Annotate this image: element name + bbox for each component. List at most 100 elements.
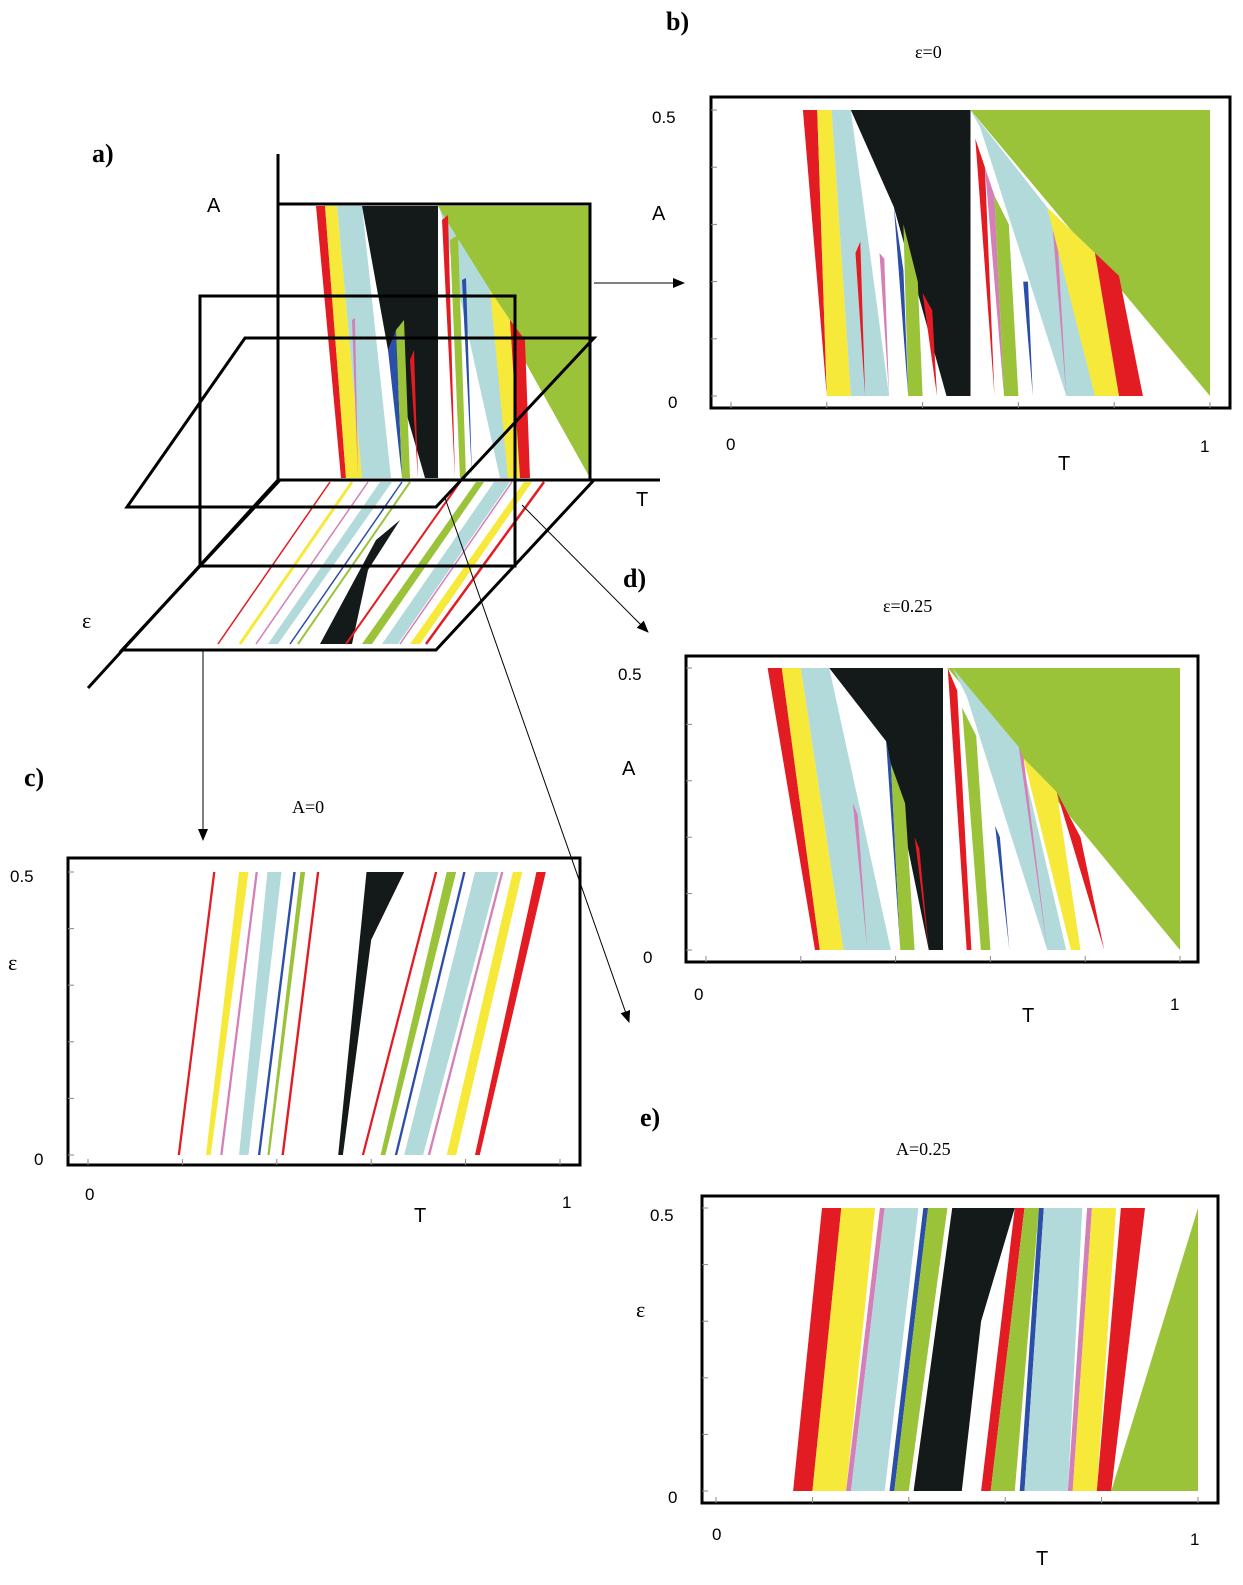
y-axis-label: A	[622, 758, 636, 780]
x-axis-label: T	[1058, 453, 1070, 475]
region-red	[802, 110, 827, 396]
tick-marks	[702, 1207, 1199, 1503]
region-blue	[886, 741, 901, 950]
region-blue	[394, 872, 466, 1155]
region-yellow	[817, 110, 851, 396]
region-blue	[1023, 281, 1033, 396]
arrow-to-panel-d	[521, 504, 649, 633]
overview-lightblue-region	[382, 482, 510, 644]
region-blue	[995, 825, 1010, 950]
region-red	[981, 1208, 1025, 1491]
x-tick-label: 0	[694, 985, 703, 1004]
region-green	[894, 1208, 948, 1491]
tick-marks	[68, 871, 561, 1165]
overview-lightblue-region	[440, 210, 520, 478]
overview-red-line	[345, 481, 461, 645]
region-red	[177, 872, 216, 1155]
region-red	[793, 1208, 842, 1491]
chart-panel-c: c) A=0 0 0.5 0 1 ε T	[8, 763, 582, 1227]
x-tick-label: 0	[726, 435, 735, 454]
plot-frame	[66, 856, 582, 1167]
region-lightblue	[1024, 1208, 1083, 1491]
region-blue	[893, 207, 909, 396]
chart-panel-b: b) ε=0 0 0.5 0 1 A T	[652, 7, 1232, 475]
overview-yellow-line	[238, 481, 354, 645]
region-yellow	[446, 872, 523, 1155]
region-green	[962, 707, 991, 950]
plot-area	[177, 872, 546, 1155]
overview-yellow-region	[410, 482, 532, 644]
x-tick-label: 1	[1190, 1530, 1199, 1549]
panel-a-overview: a) A T ε	[82, 139, 660, 690]
region-red	[975, 138, 995, 396]
region-lightblue	[851, 1208, 919, 1491]
axis-eps-label: ε	[82, 608, 91, 633]
overview-pink-line	[255, 481, 369, 645]
x-tick-label: 1	[1170, 995, 1179, 1014]
region-black	[338, 872, 405, 1155]
region-yellow	[206, 872, 249, 1155]
panel-a-label: a)	[92, 139, 114, 168]
region-pink	[1018, 747, 1048, 950]
region-red	[361, 872, 438, 1155]
x-axis-label: T	[414, 1205, 426, 1227]
y-axis-label: ε	[8, 950, 17, 975]
chart-title: A=0.25	[896, 1139, 951, 1159]
x-tick-label: 0	[85, 1185, 94, 1204]
plot-area	[767, 668, 1180, 950]
overview-green-region	[396, 320, 410, 478]
axis-T-label: T	[636, 489, 648, 511]
y-tick-label: 0	[668, 393, 677, 412]
region-red	[1096, 1208, 1145, 1491]
x-tick-label: 1	[1200, 437, 1209, 456]
chart-title: ε=0	[915, 42, 942, 62]
panel-d-label: d)	[623, 564, 646, 593]
overview-lightblue-region	[337, 206, 391, 478]
region-lightblue	[970, 110, 1105, 396]
region-pink	[427, 872, 504, 1155]
region-blue	[889, 1208, 929, 1491]
overview-frame	[86, 154, 660, 690]
region-lightblue	[239, 872, 282, 1155]
region-pink	[1051, 218, 1067, 396]
region-red	[767, 668, 820, 950]
region-blue	[257, 872, 296, 1155]
plot-frame	[709, 95, 1232, 410]
region-green	[380, 872, 457, 1155]
overview-yellow-region	[325, 206, 362, 478]
region-yellow	[812, 1208, 876, 1491]
region-lightblue	[800, 668, 891, 950]
overview-red-region	[442, 215, 455, 478]
region-yellow	[1072, 1208, 1117, 1491]
overview-lightblue-region	[268, 482, 392, 644]
x-axis-label: T	[1022, 1005, 1034, 1027]
region-pink	[1067, 1208, 1092, 1491]
region-yellow	[781, 668, 844, 950]
region-lightblue	[404, 872, 499, 1155]
region-green	[990, 1208, 1039, 1491]
x-tick-label: 1	[562, 1193, 571, 1212]
region-yellow	[1023, 758, 1081, 950]
region-red	[914, 837, 929, 950]
region-green	[994, 195, 1019, 396]
y-tick-label: 0.5	[618, 665, 642, 684]
connector-arrows	[198, 278, 685, 1023]
region-black	[829, 668, 943, 950]
overview-pink-region	[352, 318, 358, 478]
overview-blue-region	[388, 330, 402, 478]
y-axis-label: ε	[636, 1297, 645, 1322]
region-red	[922, 293, 937, 396]
overview-red-line	[217, 481, 331, 645]
region-pink	[846, 1208, 885, 1491]
overview-red-region	[316, 206, 346, 478]
region-red	[281, 872, 320, 1155]
x-tick-label: 0	[712, 1525, 721, 1544]
overview-blue-region	[462, 278, 472, 478]
region-pink	[220, 872, 258, 1155]
axis-A-label: A	[207, 195, 221, 217]
plot-frame	[700, 1194, 1220, 1505]
region-black	[913, 1208, 1015, 1491]
region-green	[890, 763, 915, 950]
chart-panel-d: d) ε=0.25 0 0.5 0 1 A T	[618, 564, 1200, 1027]
